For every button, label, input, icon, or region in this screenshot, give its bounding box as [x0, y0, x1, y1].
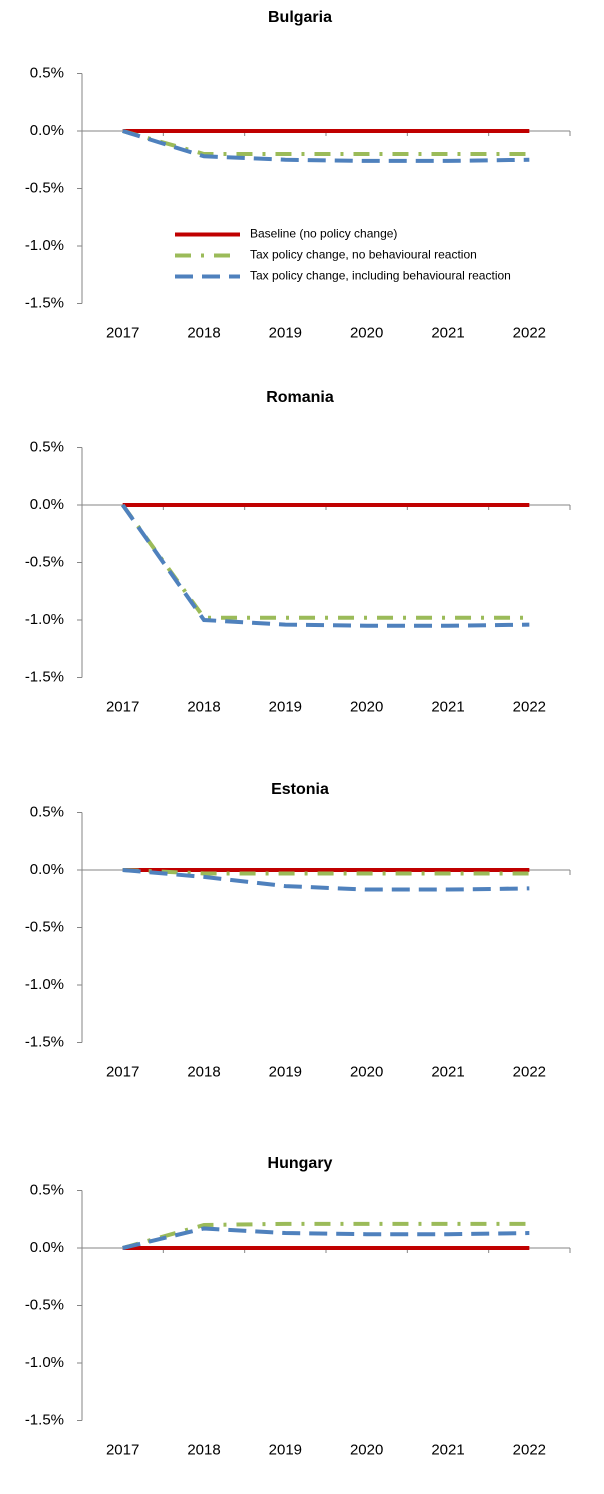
line-series [122, 129, 530, 156]
x-tick-label: 2021 [431, 324, 464, 341]
line-series [122, 1221, 530, 1250]
legend-label: Tax policy change, no behavioural reacti… [250, 248, 477, 262]
y-tick-label: -1.0% [25, 237, 64, 254]
line-series [121, 503, 530, 628]
x-tick-label: 2022 [513, 324, 546, 341]
x-tick-label: 2020 [350, 1063, 383, 1080]
line-series [121, 503, 530, 620]
y-tick-label: -1.5% [25, 1033, 64, 1050]
x-tick-label: 2019 [269, 1063, 302, 1080]
x-tick-label: 2017 [106, 1063, 139, 1080]
line-series [122, 868, 530, 892]
legend-label: Baseline (no policy change) [250, 227, 397, 241]
line-series [122, 129, 530, 163]
y-tick-label: 0.5% [30, 1181, 64, 1198]
x-tick-label: 2020 [350, 698, 383, 715]
y-tick-label: -1.5% [25, 668, 64, 685]
y-tick-label: -0.5% [25, 553, 64, 570]
x-tick-label: 2017 [106, 324, 139, 341]
chart-title: Hungary [268, 1155, 333, 1172]
chart-title: Romania [266, 389, 334, 406]
line-series [122, 1226, 530, 1250]
y-tick-label: 0.5% [30, 64, 64, 81]
x-tick-label: 2019 [269, 324, 302, 341]
y-tick-label: 0.5% [30, 803, 64, 820]
line-series [122, 868, 530, 876]
x-tick-label: 2022 [513, 1441, 546, 1458]
x-tick-label: 2020 [350, 1441, 383, 1458]
x-tick-label: 2017 [106, 698, 139, 715]
x-tick-label: 2019 [269, 698, 302, 715]
y-tick-label: 0.0% [30, 861, 64, 878]
chart-title: Estonia [271, 781, 329, 798]
y-tick-label: -0.5% [25, 1296, 64, 1313]
chart-title: Bulgaria [268, 9, 332, 26]
x-tick-label: 2018 [187, 1441, 220, 1458]
y-tick-label: -1.5% [25, 294, 64, 311]
x-tick-label: 2019 [269, 1441, 302, 1458]
y-tick-label: -1.0% [25, 1354, 64, 1371]
x-tick-label: 2022 [513, 1063, 546, 1080]
y-tick-label: -1.0% [25, 611, 64, 628]
legend-label: Tax policy change, including behavioural… [250, 269, 511, 283]
x-tick-label: 2021 [431, 1441, 464, 1458]
y-tick-label: -1.0% [25, 976, 64, 993]
y-tick-label: 0.5% [30, 438, 64, 455]
x-tick-label: 2018 [187, 1063, 220, 1080]
y-tick-label: -0.5% [25, 179, 64, 196]
y-tick-label: -1.5% [25, 1411, 64, 1428]
y-tick-label: 0.0% [30, 122, 64, 139]
y-tick-label: 0.0% [30, 496, 64, 513]
x-tick-label: 2021 [431, 1063, 464, 1080]
y-tick-label: -0.5% [25, 918, 64, 935]
x-tick-label: 2021 [431, 698, 464, 715]
x-tick-label: 2017 [106, 1441, 139, 1458]
y-tick-label: 0.0% [30, 1239, 64, 1256]
x-tick-label: 2018 [187, 698, 220, 715]
x-tick-label: 2018 [187, 324, 220, 341]
x-tick-label: 2020 [350, 324, 383, 341]
x-tick-label: 2022 [513, 698, 546, 715]
